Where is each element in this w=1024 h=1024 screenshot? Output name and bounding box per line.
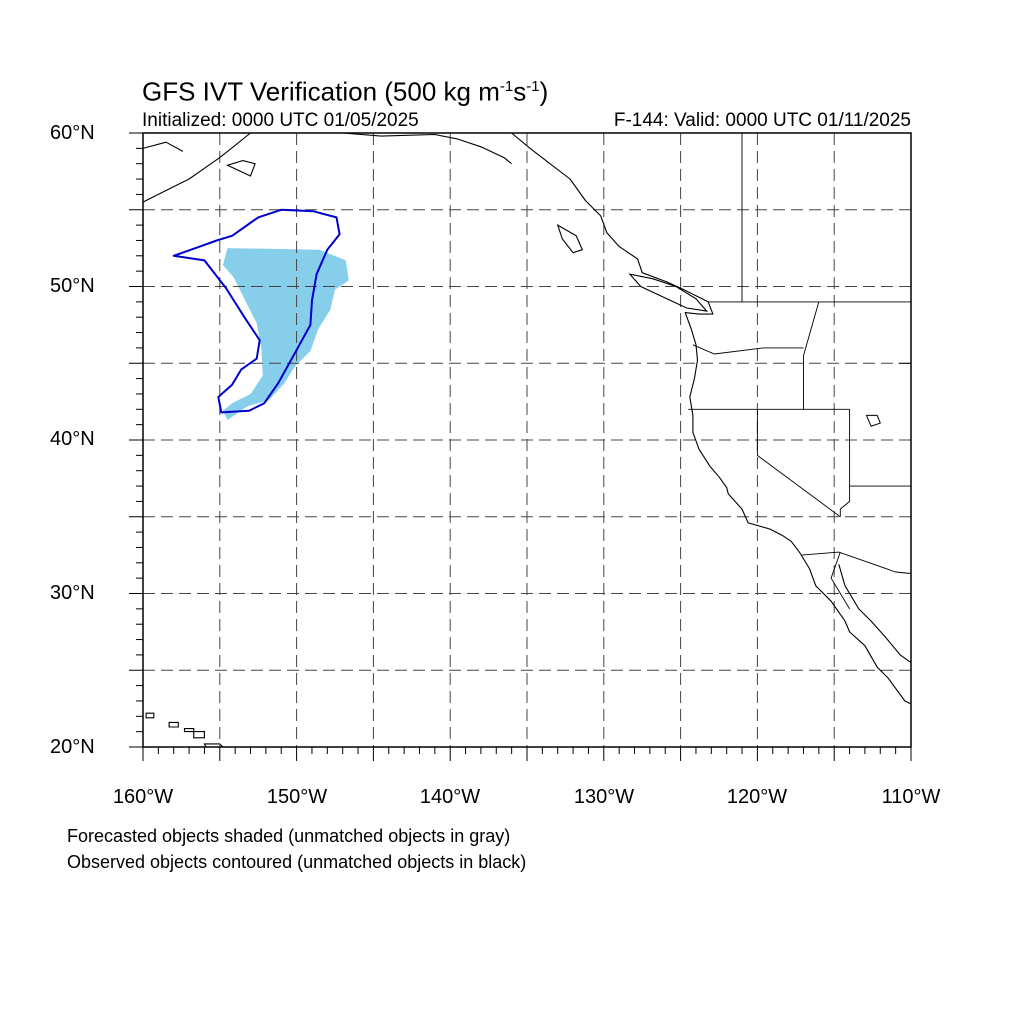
map-title: GFS IVT Verification (500 kg m-1s-1) — [142, 76, 549, 107]
axis-ticks — [129, 132, 912, 761]
state-border — [688, 301, 820, 410]
hawaii-island — [145, 712, 155, 719]
coastlines-layer — [142, 132, 912, 748]
valid-time: F-144: Valid: 0000 UTC 01/11/2025 — [613, 110, 911, 131]
lat-label-50n: 50°N — [50, 275, 95, 297]
vancouver-island — [628, 273, 709, 312]
state-border — [756, 409, 841, 518]
hawaii-island — [168, 721, 179, 728]
lon-label-150w: 150°W — [266, 786, 328, 808]
coastline-alaska-bristol — [142, 141, 184, 152]
hawaii-island — [193, 731, 205, 739]
hawaii-island — [183, 728, 195, 733]
lat-label-30n: 30°N — [50, 582, 95, 604]
lat-label-40n: 40°N — [50, 428, 95, 450]
lon-label-160w: 160°W — [112, 786, 174, 808]
legend-note-observed: Observed objects contoured (unmatched ob… — [67, 852, 527, 872]
lon-label-130w: 130°W — [573, 786, 635, 808]
coastline-gulf-of-alaska — [342, 132, 512, 165]
forecast-object-layer — [222, 248, 349, 420]
lat-lon-grid — [143, 133, 911, 747]
state-border — [839, 409, 851, 517]
lake — [865, 414, 881, 427]
lon-label-120w: 120°W — [726, 786, 788, 808]
coastline-gulf-of-california — [838, 564, 912, 664]
initialized-time: Initialized: 0000 UTC 01/05/2025 — [142, 110, 419, 131]
haida-gwaii — [556, 223, 584, 254]
state-border — [801, 551, 912, 574]
legend-note-forecast: Forecasted objects shaded (unmatched obj… — [67, 826, 511, 846]
observed-object-contour — [172, 208, 341, 414]
coastline-north-america — [511, 132, 912, 705]
lat-label-60n: 60°N — [50, 122, 95, 144]
lon-label-140w: 140°W — [419, 786, 481, 808]
state-border — [692, 344, 804, 355]
kodiak-island — [225, 160, 256, 177]
coastline-alaska-peninsula — [142, 132, 251, 203]
observed-object-layer — [172, 208, 341, 414]
lon-label-110w: 110°W — [881, 786, 941, 808]
lat-label-20n: 20°N — [50, 736, 95, 758]
state-border — [830, 551, 850, 610]
forecast-object-shading — [222, 248, 349, 420]
